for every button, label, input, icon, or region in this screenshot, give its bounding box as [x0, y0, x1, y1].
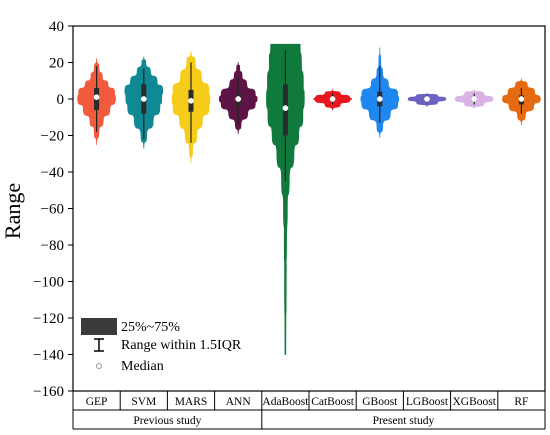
y-axis-label: Range [0, 183, 25, 239]
y-tick-label: −80 [41, 238, 64, 254]
violin-catboost [313, 89, 352, 111]
legend-whisker-label: Range within 1.5IQR [121, 338, 242, 353]
median-marker [188, 97, 194, 104]
violin-ann [218, 62, 258, 135]
legend: 25%~75% Range within 1.5IQR Median [81, 318, 242, 374]
category-label: RF [514, 396, 528, 408]
y-axis: 40 20 0 −20 −40 −60 −80 −100 −120 −140 −160 [33, 19, 73, 400]
violin-body [266, 43, 305, 355]
median-marker [376, 96, 383, 102]
legend-median-label: Median [121, 359, 164, 374]
y-tick-label: −20 [41, 129, 64, 145]
median-marker [93, 94, 100, 101]
category-label: AdaBoost [262, 396, 309, 408]
category-label: LGBoost [406, 396, 449, 408]
legend-median-marker [96, 362, 103, 369]
category-table: GEP SVM MARS ANN Previous study AdaBoost CatBo… [72, 391, 546, 430]
legend-iqr-swatch [81, 318, 117, 335]
violin-gep [77, 58, 116, 145]
violin-gboost [360, 47, 400, 138]
y-tick-label: −100 [33, 275, 64, 291]
category-label: XGBoost [452, 396, 496, 408]
legend-iqr-label: 25%~75% [121, 320, 180, 335]
violin-adaboost [266, 43, 305, 355]
violin-mars [171, 51, 211, 164]
violins [77, 43, 541, 355]
median-marker [424, 96, 430, 102]
median-marker [140, 96, 147, 102]
y-tick-label: 20 [49, 56, 64, 72]
group-label: Previous study [133, 415, 201, 427]
y-tick-label: −140 [33, 348, 64, 364]
y-tick-label: 0 [57, 92, 65, 108]
category-label: SVM [131, 396, 156, 408]
category-label: GBoost [362, 396, 398, 408]
category-label: MARS [175, 396, 208, 408]
group-label: Present study [373, 415, 435, 427]
category-label: CatBoost [311, 396, 355, 408]
y-tick-label: 40 [49, 19, 64, 35]
violin-rf [502, 78, 541, 125]
category-label: GEP [86, 396, 108, 408]
y-tick-label: −40 [41, 165, 64, 181]
median-marker [329, 96, 336, 102]
violin-lgboost [407, 93, 447, 107]
y-tick-label: −120 [33, 311, 64, 327]
median-marker [471, 96, 478, 102]
median-marker [235, 96, 242, 102]
violin-xgboost [454, 89, 494, 109]
category-label: ANN [226, 396, 252, 408]
violin-svm [124, 56, 164, 149]
median-marker [282, 105, 289, 111]
y-tick-label: −60 [41, 202, 64, 218]
y-tick-label: −160 [33, 384, 64, 400]
median-marker [518, 96, 525, 102]
